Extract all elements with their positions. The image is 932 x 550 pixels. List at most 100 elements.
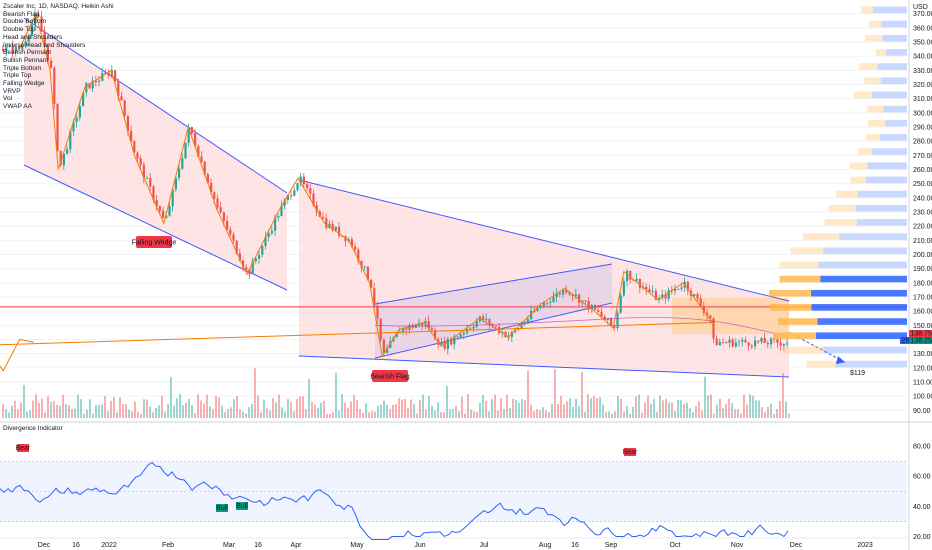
volume-bar — [362, 412, 364, 418]
volume-bar — [461, 396, 463, 418]
volume-bar — [404, 398, 406, 418]
y-tick-label: 310.00 — [913, 96, 932, 103]
candle-body — [34, 14, 37, 25]
volume-bar — [245, 413, 247, 418]
candle-body — [715, 338, 718, 346]
candle-body — [293, 190, 296, 196]
volume-bar — [464, 413, 466, 418]
candle-body — [66, 149, 69, 154]
volume-bar — [497, 410, 499, 418]
volume-bar — [98, 404, 100, 418]
candle-body — [232, 234, 235, 241]
candle-body — [366, 266, 369, 280]
volume-bar — [68, 404, 70, 418]
volume-bar — [281, 407, 283, 418]
candle-body — [245, 267, 248, 270]
candle-body — [43, 31, 46, 45]
candle-body — [50, 60, 53, 68]
volume-bar — [779, 400, 781, 418]
candle-body — [213, 192, 216, 199]
volume-bar — [587, 394, 589, 418]
indicator-item[interactable]: Vol — [3, 95, 13, 103]
indicator-item[interactable]: Double Bottom — [3, 18, 46, 26]
volume-bar — [227, 408, 229, 418]
candle-body — [629, 270, 632, 280]
volume-bar — [185, 402, 187, 418]
volume-bar — [452, 409, 454, 418]
indicator-item[interactable]: Triple Bottom — [3, 64, 42, 72]
candle-body — [482, 316, 485, 321]
candle-body — [619, 295, 622, 313]
candle-body — [456, 336, 459, 338]
candle-body — [373, 288, 376, 306]
candle-body — [430, 328, 433, 331]
indicator-item[interactable]: Falling Wedge — [3, 80, 45, 88]
y-tick-label: 170.00 — [913, 295, 932, 302]
candle-body — [782, 344, 785, 346]
candle-body — [174, 177, 177, 190]
candle-body — [280, 205, 283, 217]
candle-body — [184, 142, 187, 159]
volume-bar — [353, 395, 355, 418]
indicator-item[interactable]: Bearish Pennant — [3, 49, 52, 57]
y-tick-label: 130.00 — [913, 351, 932, 358]
volume-bar — [302, 396, 304, 418]
candle-body — [94, 80, 97, 83]
volume-bar — [677, 399, 679, 418]
candle-body — [171, 189, 174, 207]
volume-bar — [179, 394, 181, 418]
vrvp-down-bar — [836, 190, 858, 198]
candle-body — [510, 331, 513, 337]
last-price-label: 25 — [902, 338, 910, 345]
volume-bar — [752, 395, 754, 418]
candle-body — [526, 319, 529, 323]
candle-body — [318, 211, 321, 217]
volume-bar — [143, 399, 145, 418]
candle-body — [5, 47, 8, 52]
indicator-item[interactable]: Head and Shoulders — [3, 33, 63, 41]
volume-bar — [74, 408, 76, 418]
volume-bar — [392, 404, 394, 418]
volume-bar — [785, 401, 787, 418]
volume-bar — [50, 401, 52, 418]
indicator-item[interactable]: Bearish Flag — [3, 10, 40, 18]
candle-body — [62, 153, 65, 166]
candle-body — [101, 73, 104, 81]
x-tick-label: 2023 — [857, 542, 873, 549]
trend-line — [374, 263, 613, 305]
candle-body — [130, 130, 133, 142]
volume-bar — [383, 400, 385, 418]
volume-bar — [575, 398, 577, 418]
volume-bar — [200, 400, 202, 418]
indicator-item[interactable]: Double Top — [3, 26, 36, 34]
indicator-item[interactable]: VRVP — [3, 87, 21, 95]
indicator-item[interactable]: Triple Top — [3, 72, 32, 80]
volume-bar — [14, 400, 16, 418]
candle-body — [424, 321, 427, 326]
volume-bar — [719, 398, 721, 418]
x-tick-label: 16 — [571, 542, 579, 549]
volume-bar — [527, 370, 529, 418]
chart-legend: Zscaler Inc, 1D, NASDAQ, Heikin Ashi Bea… — [3, 3, 114, 111]
candle-body — [158, 206, 161, 211]
indicator-item[interactable]: Bullish Pennant — [3, 56, 49, 64]
candle-body — [91, 80, 94, 89]
candle-body — [491, 324, 494, 326]
candle-body — [597, 309, 600, 312]
x-tick-label: Dec — [790, 542, 803, 549]
y-tick-label: 360.00 — [913, 25, 932, 32]
pattern-label: Falling Wedge — [132, 240, 177, 247]
volume-bar — [788, 413, 790, 418]
vrvp-down-bar — [790, 247, 824, 254]
candle-body — [30, 24, 33, 36]
volume-bar — [617, 395, 619, 418]
indicator-item[interactable]: VWAP AA — [3, 103, 32, 111]
volume-bar — [356, 400, 358, 418]
volume-bar — [47, 396, 49, 418]
volume-bar — [680, 400, 682, 418]
indicator-item[interactable]: Inverse Head and Shoulders — [3, 41, 86, 49]
volume-bar — [581, 371, 583, 418]
candle-body — [779, 342, 782, 346]
x-tick-label: May — [350, 542, 364, 549]
